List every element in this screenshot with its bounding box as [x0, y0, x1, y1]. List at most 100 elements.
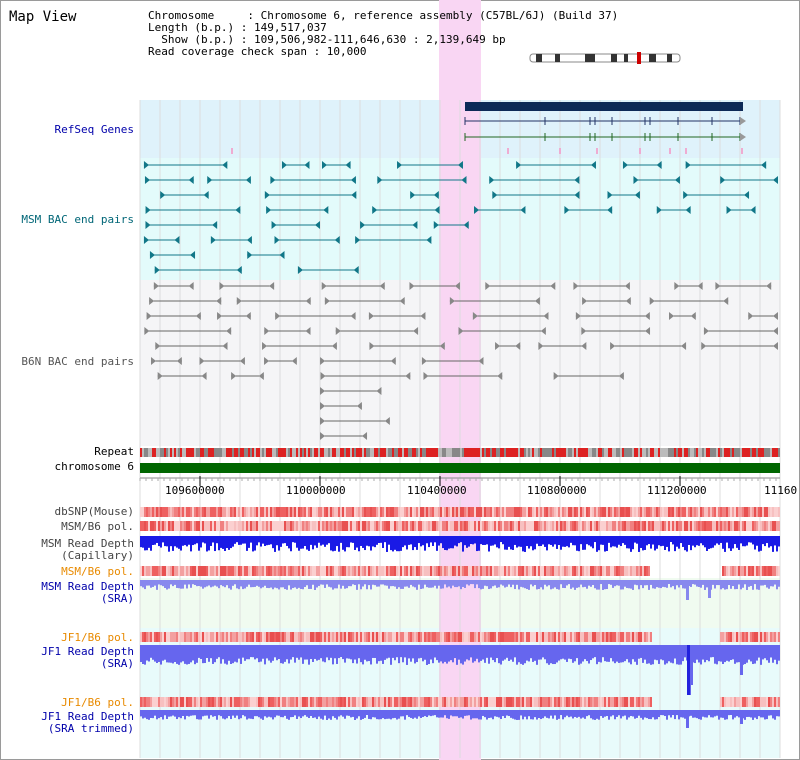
msm-depth-sra-bar — [144, 580, 146, 590]
track-label-b6n-bac[interactable]: B6N BAC end pairs — [21, 355, 134, 368]
track-label-msm-bac[interactable]: MSM BAC end pairs — [21, 213, 134, 226]
msm-bac-end — [685, 206, 691, 214]
msm-pol2-strip — [294, 566, 296, 576]
msm-pol2-strip — [450, 566, 452, 576]
msm-depth-capillary-bar — [360, 536, 362, 546]
msm-depth-capillary-bar — [568, 536, 570, 548]
jf1-depth-sra-bar — [774, 645, 776, 660]
repeat-segment — [510, 448, 512, 457]
jf1-depth-sra-bar — [764, 645, 766, 659]
jf1-depth-trim-bar — [410, 710, 412, 718]
msm-pol-strip — [382, 521, 384, 531]
jf1-pol-strip — [152, 632, 154, 642]
jf1-pol2-strip — [206, 697, 208, 707]
jf1-depth-trim-bar — [612, 710, 614, 716]
dbsnp-strip — [176, 507, 178, 517]
msm-depth-capillary-bar — [250, 536, 252, 543]
dbsnp-strip — [618, 507, 620, 517]
jf1-depth-trim-bar — [712, 710, 714, 718]
jf1-depth-trim-bar — [482, 710, 484, 716]
msm-depth-capillary-bar — [340, 536, 342, 543]
msm-pol-strip — [736, 521, 738, 531]
dbsnp-strip — [526, 507, 528, 517]
jf1-depth-trim-bar — [468, 710, 470, 716]
msm-depth-sra-bar — [760, 580, 762, 586]
dbsnp-strip — [652, 507, 654, 517]
jf1-depth-sra-bar — [364, 645, 366, 660]
msm-pol2-strip — [360, 566, 362, 576]
msm-depth-sra-bar — [678, 580, 680, 588]
msm-pol-strip — [188, 521, 190, 531]
jf1-pol-strip — [606, 632, 608, 642]
msm-depth-capillary-bar — [238, 536, 240, 545]
b6n-bac-end — [668, 312, 674, 320]
msm-depth-sra-bar — [160, 580, 162, 586]
jf1-pol-strip — [232, 632, 234, 642]
jf1-depth-sra-bar — [628, 645, 630, 663]
msm-depth-sra-bar — [224, 580, 226, 588]
msm-depth-sra-bar — [496, 580, 498, 588]
jf1-depth-sra-bar — [190, 645, 192, 663]
msm-depth-capillary-bar — [772, 536, 774, 552]
dbsnp-strip — [666, 507, 668, 517]
msm-bac-end — [633, 176, 639, 184]
jf1-depth-sra-bar — [532, 645, 534, 662]
msm-depth-capillary-bar — [668, 536, 670, 552]
msm-pol2-strip — [256, 566, 258, 576]
jf1-pol2-strip — [484, 697, 486, 707]
msm-depth-capillary-bar — [402, 536, 404, 548]
track-label-refseq[interactable]: RefSeq Genes — [54, 123, 134, 136]
msm-depth-sra-bar — [306, 580, 308, 586]
jf1-pol2-strip — [592, 697, 594, 707]
repeat-segment — [354, 448, 356, 457]
b6n-bac-end — [420, 312, 426, 320]
msm-depth-sra-bar — [762, 580, 764, 586]
msm-pol-strip — [346, 521, 348, 531]
msm-depth-capillary-bar — [372, 536, 374, 547]
dbsnp-strip — [210, 507, 212, 517]
repeat-segment — [296, 448, 298, 457]
msm-pol-strip — [544, 521, 546, 531]
msm-pol-strip — [172, 521, 174, 531]
msm-depth-sra-bar — [454, 580, 456, 588]
msm-depth-sra-bar — [546, 580, 548, 587]
jf1-depth-sra-bar — [538, 645, 540, 660]
jf1-pol-strip — [524, 632, 526, 642]
msm-pol-strip — [724, 521, 726, 531]
repeat-segment — [238, 448, 240, 457]
msm-pol-strip — [664, 521, 666, 531]
jf1-pol-strip — [304, 632, 306, 642]
msm-depth-sra-bar — [486, 580, 488, 587]
jf1-pol-strip — [546, 632, 548, 642]
msm-pol-strip — [434, 521, 436, 531]
jf1-pol2-strip — [496, 697, 498, 707]
jf1-pol2-strip — [426, 697, 428, 707]
jf1-depth-sra-bar — [654, 645, 656, 660]
jf1-depth-sra-bar — [208, 645, 210, 662]
dbsnp-strip — [606, 507, 608, 517]
msm-pol2-strip — [736, 566, 738, 576]
msm-depth-sra-bar — [362, 580, 364, 587]
ideogram-band — [585, 54, 595, 62]
jf1-depth-trim-bar — [518, 710, 520, 720]
jf1-depth-trim-bar — [556, 710, 558, 720]
jf1-depth-trim-bar — [744, 710, 746, 720]
msm-depth-capillary-bar — [400, 536, 402, 551]
msm-depth-sra-bar — [328, 580, 330, 587]
jf1-pol-strip — [286, 632, 288, 642]
jf1-depth-trim-bar — [714, 710, 716, 717]
jf1-pol-strip — [584, 632, 586, 642]
jf1-pol2-strip — [734, 697, 736, 707]
jf1-pol-strip — [416, 632, 418, 642]
jf1-pol2-strip — [156, 697, 158, 707]
msm-depth-capillary-bar — [610, 536, 612, 548]
repeat-segment — [574, 448, 576, 457]
repeat-segment — [320, 448, 322, 457]
msm-depth-sra-bar — [552, 580, 554, 589]
jf1-pol2-strip — [552, 697, 554, 707]
msm-depth-capillary-bar — [742, 536, 744, 547]
dbsnp-strip — [682, 507, 684, 517]
msm-pol2-strip — [306, 566, 308, 576]
msm-pol2-strip — [204, 566, 206, 576]
